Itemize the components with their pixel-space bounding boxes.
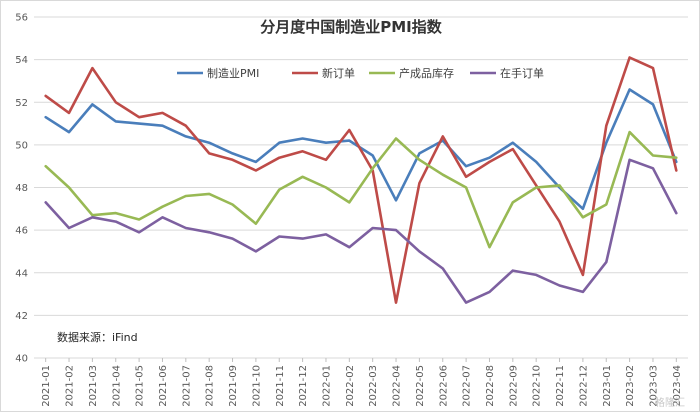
- chart-title: 分月度中国制造业PMI指数: [260, 18, 443, 36]
- y-tick-label: 56: [15, 13, 28, 24]
- y-tick-label: 48: [15, 183, 28, 194]
- x-tick-label: 2022-06: [438, 365, 449, 407]
- x-tick-label: 2021-12: [298, 365, 309, 407]
- x-tick-label: 2022-12: [578, 365, 589, 407]
- x-tick-label: 2022-10: [532, 365, 543, 407]
- source-note: 数据来源：iFind: [57, 330, 138, 344]
- x-tick-label: 2023-03: [648, 365, 659, 407]
- x-tick-label: 2023-04: [672, 365, 683, 407]
- x-axis-ticks: 2021-01 2021-02 2021-03 2021-04 2021-05 2021-…: [41, 358, 683, 407]
- x-tick-label: 2022-03: [368, 365, 379, 407]
- x-tick-label: 2023-02: [625, 365, 636, 407]
- series-line-1: [44, 56, 678, 304]
- x-tick-label: 2022-09: [508, 365, 519, 407]
- x-tick-label: 2022-02: [345, 365, 356, 407]
- y-tick-label: 50: [15, 140, 28, 151]
- x-tick-label: 2021-02: [65, 365, 76, 407]
- x-tick-label: 2021-09: [228, 365, 239, 407]
- x-tick-label: 2021-04: [111, 365, 122, 407]
- series-lines: [44, 56, 678, 304]
- series-line-3: [44, 158, 678, 304]
- x-tick-label: 2021-01: [41, 365, 52, 407]
- y-tick-label: 46: [15, 226, 28, 237]
- x-tick-label: 2021-11: [275, 365, 286, 407]
- y-tick-label: 52: [15, 98, 28, 109]
- legend-label-1: 新订单: [322, 66, 355, 80]
- series-line-2: [44, 130, 678, 249]
- x-tick-label: 2022-07: [462, 365, 473, 407]
- y-tick-label: 44: [15, 268, 28, 279]
- x-tick-label: 2023-01: [602, 365, 613, 407]
- x-tick-label: 2021-07: [181, 365, 192, 407]
- x-tick-label: 2022-05: [415, 365, 426, 407]
- legend-label-3: 在手订单: [500, 66, 544, 80]
- y-axis-ticks: 40 42 44 46 48 50 52 54 56: [15, 13, 28, 365]
- x-tick-label: 2021-10: [251, 365, 262, 407]
- x-tick-label: 2022-04: [392, 365, 403, 407]
- x-tick-label: 2021-03: [88, 365, 99, 407]
- legend-label-2: 产成品库存: [399, 66, 454, 80]
- legend: 制造业PMI 新订单 产成品库存 在手订单: [177, 66, 544, 80]
- y-tick-label: 42: [15, 311, 28, 322]
- y-tick-label: 54: [15, 55, 28, 66]
- x-tick-label: 2021-08: [205, 365, 216, 407]
- x-tick-label: 2021-06: [158, 365, 169, 407]
- legend-label-0: 制造业PMI: [207, 66, 259, 80]
- x-tick-label: 2021-05: [135, 365, 146, 407]
- watermark: 格隆汇: [655, 396, 685, 409]
- x-tick-label: 2022-08: [485, 365, 496, 407]
- x-tick-label: 2022-11: [555, 365, 566, 407]
- x-tick-label: 2022-01: [321, 365, 332, 407]
- y-tick-label: 40: [15, 354, 28, 365]
